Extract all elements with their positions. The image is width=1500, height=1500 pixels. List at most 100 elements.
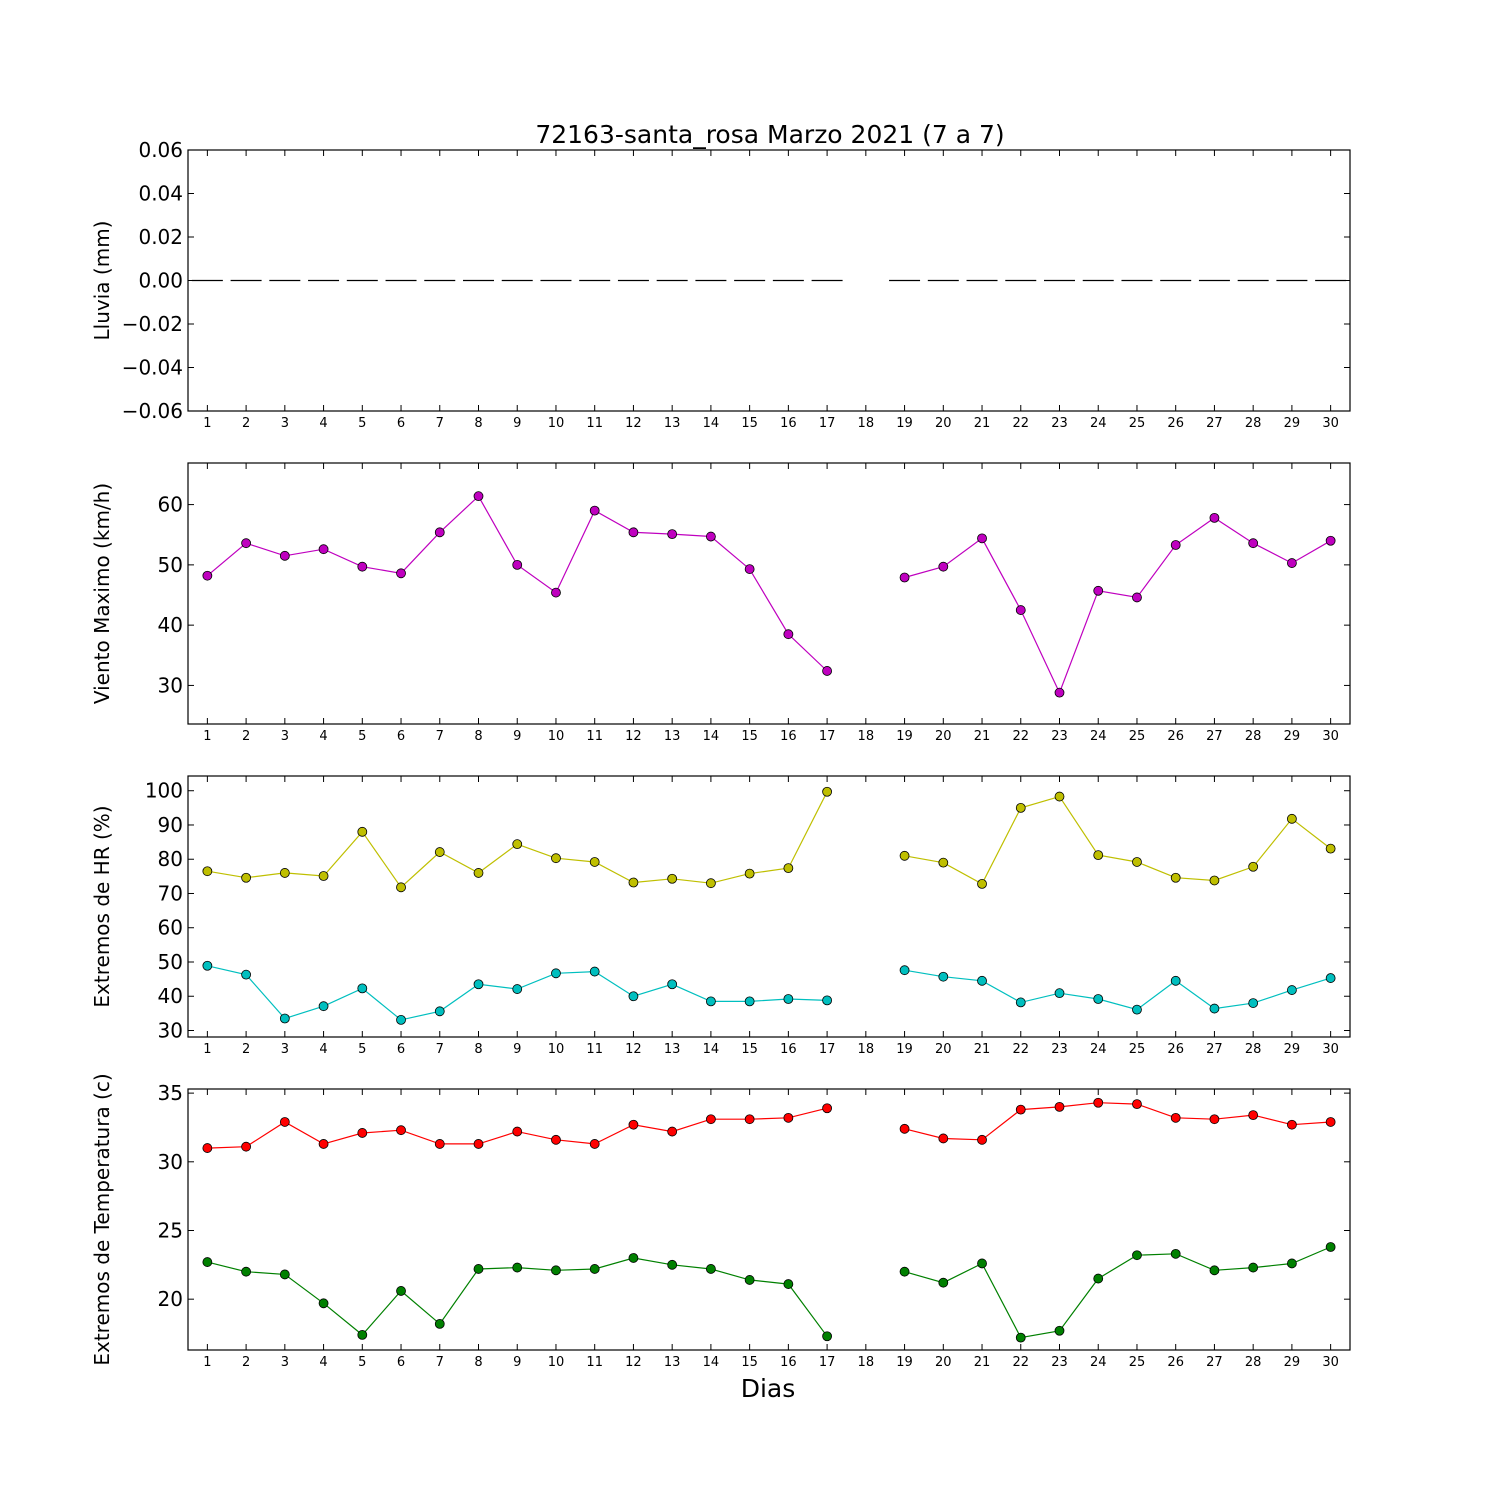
x-tick-label: 22 [1012, 1355, 1029, 1370]
data-point [1170, 1112, 1181, 1123]
y-tick-label: −0.04 [122, 356, 183, 380]
data-point [473, 1139, 484, 1149]
panel-1: −0.06−0.04−0.020.000.020.040.061 2 3 4 5 6 7 8 9… [90, 138, 1351, 431]
data-point [202, 570, 213, 581]
data-point [396, 568, 406, 579]
data-point [667, 1259, 678, 1270]
data-point [706, 1114, 716, 1125]
x-tick-label: 27 [1206, 1355, 1223, 1370]
x-tick-label: 14 [703, 416, 720, 431]
x-tick-label: 5 [358, 416, 366, 431]
data-point [899, 572, 910, 583]
data-point [628, 877, 639, 888]
data-point [1209, 512, 1220, 523]
x-tick-label: 29 [1284, 1355, 1301, 1370]
data-point [1054, 1325, 1065, 1336]
data-point [1170, 975, 1181, 986]
x-tick-label: 19 [896, 416, 913, 431]
x-tick-label: 6 [397, 1042, 405, 1057]
data-point [241, 1141, 252, 1152]
data-point [202, 1257, 213, 1267]
data-point [899, 1123, 910, 1134]
x-tick-label: 6 [397, 1355, 405, 1370]
data-point [822, 1103, 832, 1114]
data-point [1248, 998, 1259, 1008]
x-tick-label: 28 [1245, 1042, 1262, 1057]
data-point [706, 531, 716, 542]
data-point [1054, 1101, 1065, 1112]
y-tick-label: 0.02 [138, 225, 183, 249]
y-axis-label: Extremos de HR (%) [90, 805, 114, 1007]
x-tick-label: 19 [896, 1355, 913, 1370]
y-tick-label: 0.04 [138, 182, 183, 206]
panels: −0.06−0.04−0.020.000.020.040.061 2 3 4 5 6 7 8 9… [90, 138, 1351, 1370]
data-point [1209, 1003, 1220, 1014]
x-tick-label: 29 [1284, 1042, 1301, 1057]
x-tick-label: 8 [474, 416, 482, 431]
y-tick-label: 35 [158, 1081, 183, 1105]
data-point [899, 1266, 910, 1277]
data-point [241, 872, 252, 883]
x-tick-label: 15 [741, 1042, 758, 1057]
y-tick-label: 80 [158, 847, 183, 871]
y-tick-label: 60 [158, 916, 183, 940]
data-point [434, 847, 445, 857]
y-tick-label: 90 [158, 813, 183, 837]
data-point [628, 527, 639, 538]
series-line [904, 795, 1331, 885]
series-line [904, 1246, 1331, 1339]
data-point [1054, 988, 1065, 999]
data-point [1248, 1110, 1259, 1120]
data-point [551, 1265, 561, 1276]
x-tick-label: 1 [203, 729, 211, 744]
data-point [357, 983, 368, 994]
x-tick-label: 11 [586, 729, 603, 744]
data-point [512, 1126, 523, 1137]
x-tick-label: 24 [1090, 416, 1107, 431]
data-point [977, 1258, 987, 1269]
x-tick-label: 28 [1245, 729, 1262, 744]
data-point [822, 1331, 832, 1342]
data-point [589, 966, 600, 977]
x-tick-label: 16 [780, 729, 797, 744]
x-tick-label: 5 [358, 1355, 366, 1370]
data-point [1325, 843, 1336, 854]
data-point [1093, 1273, 1104, 1284]
data-point [473, 979, 484, 990]
data-point [357, 1128, 368, 1138]
data-point [1054, 687, 1065, 698]
x-tick-label: 15 [741, 729, 758, 744]
x-tick-label: 22 [1012, 1042, 1029, 1057]
data-point [279, 868, 290, 878]
x-tick-label: 16 [780, 416, 797, 431]
x-tick-label: 4 [319, 729, 327, 744]
x-tick-label: 30 [1322, 1355, 1339, 1370]
y-tick-label: 25 [158, 1218, 183, 1242]
data-point [551, 587, 561, 598]
data-point [667, 1126, 678, 1137]
data-point [279, 1269, 290, 1280]
data-point [512, 839, 523, 850]
x-tick-label: 22 [1012, 729, 1029, 744]
data-point [1287, 985, 1297, 995]
data-point [783, 1112, 794, 1123]
data-point [706, 1264, 716, 1274]
data-point [551, 1134, 561, 1145]
data-point [279, 550, 290, 561]
y-tick-label: 70 [158, 881, 183, 905]
data-point [783, 994, 794, 1004]
x-tick-label: 3 [281, 1355, 289, 1370]
data-point [667, 529, 678, 540]
x-tick-label: 16 [780, 1355, 797, 1370]
x-tick-label: 28 [1245, 1355, 1262, 1370]
x-tick-label: 21 [974, 729, 991, 744]
data-point [744, 564, 755, 574]
x-tick-label: 11 [586, 416, 603, 431]
x-tick-label: 7 [436, 1042, 444, 1057]
data-point [318, 1001, 329, 1012]
x-tick-label: 11 [586, 1042, 603, 1057]
data-point [202, 866, 213, 877]
y-tick-label: −0.02 [122, 312, 183, 336]
plot-frame [187, 1088, 1351, 1351]
